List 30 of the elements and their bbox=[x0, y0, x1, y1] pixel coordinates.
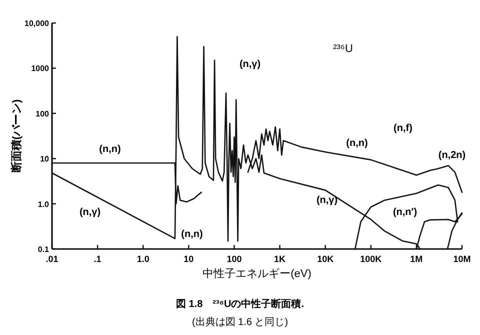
annotation: (n,n) bbox=[346, 138, 368, 149]
annotation: (n,n) bbox=[181, 229, 203, 240]
y-axis-title: 断面積(バーン) bbox=[10, 99, 23, 173]
y-tick-label: 1000 bbox=[31, 64, 50, 74]
x-tick-label: 100K bbox=[360, 254, 382, 264]
y-tick-label: 1.0 bbox=[38, 200, 50, 209]
x-tick-label: 100 bbox=[226, 254, 242, 264]
annotation: (n,n′) bbox=[392, 207, 418, 218]
annotation: (n,2n) bbox=[438, 150, 466, 161]
x-tick-label: 1M bbox=[410, 254, 423, 264]
annotation: (n,γ) bbox=[239, 59, 261, 70]
annotation: (n,γ) bbox=[79, 207, 101, 218]
text: 図 1.8 ²³⁸Uの中性子断面積. bbox=[176, 298, 304, 310]
annotation: (n,n) bbox=[99, 144, 121, 155]
x-tick-label: 10M bbox=[453, 254, 471, 264]
annotation: (n,f) bbox=[394, 123, 412, 134]
x-tick-label: 1.0 bbox=[136, 254, 150, 264]
y-tick-label: 100 bbox=[36, 109, 50, 118]
y-tick-label: 10,000 bbox=[24, 19, 50, 28]
x-tick-label: .01 bbox=[46, 254, 58, 264]
x-tick-label: 10 bbox=[184, 254, 194, 264]
text: (出典は図 1.6 と同じ) bbox=[192, 316, 288, 328]
y-tick-label: 0.1 bbox=[38, 245, 50, 254]
annotation: (n,γ) bbox=[316, 195, 338, 206]
x-tick-label: 1K bbox=[274, 254, 286, 264]
annotation: ²³⁶U bbox=[333, 43, 353, 55]
y-tick-label: 10 bbox=[40, 154, 50, 164]
x-tick-label: .1 bbox=[94, 254, 102, 264]
x-axis-title: 中性子エネルギー(eV) bbox=[202, 267, 312, 280]
x-tick-label: 10K bbox=[317, 254, 334, 264]
